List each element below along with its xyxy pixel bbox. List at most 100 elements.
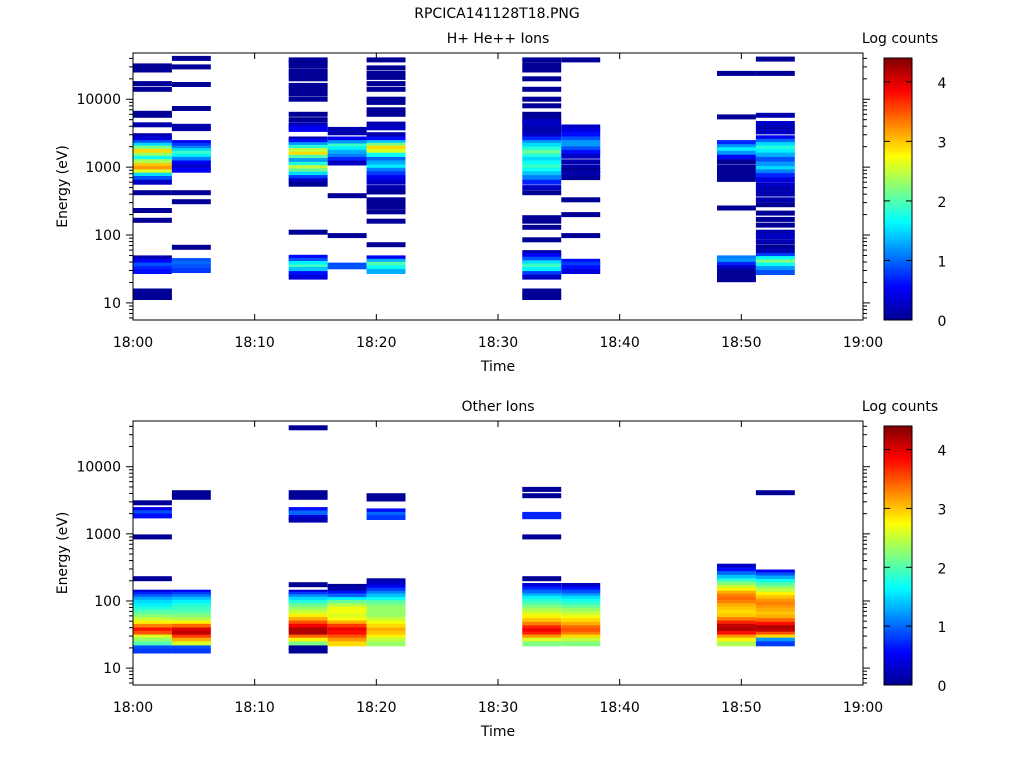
- energy-bin: [366, 136, 406, 142]
- energy-bin: [171, 258, 211, 264]
- energy-bin: [133, 623, 172, 629]
- energy-bin: [755, 608, 795, 614]
- energy-bin: [366, 617, 406, 622]
- energy-bin: [133, 597, 172, 603]
- energy-bin: [561, 601, 601, 607]
- energy-bin: [755, 266, 795, 272]
- energy-bin: [561, 212, 601, 218]
- energy-bin: [327, 233, 367, 239]
- energy-bin: [288, 645, 328, 651]
- energy-bin: [288, 271, 328, 277]
- energy-bin: [522, 153, 562, 159]
- energy-bin: [171, 637, 211, 643]
- energy-bin: [522, 149, 562, 155]
- energy-bin: [327, 586, 367, 592]
- energy-bin: [366, 593, 406, 599]
- energy-bin: [133, 617, 172, 622]
- energy-bin: [366, 627, 406, 633]
- energy-bin: [133, 613, 172, 619]
- energy-bin: [171, 617, 211, 622]
- energy-bin: [133, 208, 172, 213]
- energy-bin: [288, 267, 328, 272]
- energy-bin: [522, 637, 562, 643]
- energy-bin: [133, 136, 172, 142]
- energy-bin: [717, 273, 756, 279]
- energy-bin: [171, 160, 211, 166]
- energy-bin: [171, 494, 211, 500]
- energy-bin: [755, 216, 795, 222]
- energy-bin: [366, 634, 406, 640]
- energy-bin: [133, 122, 172, 128]
- energy-bin: [133, 172, 172, 178]
- energy-bin: [366, 261, 406, 267]
- energy-bin: [755, 618, 795, 624]
- energy-bin: [327, 590, 367, 596]
- energy-bin: [366, 597, 406, 603]
- energy-bin: [327, 609, 367, 615]
- energy-bin: [561, 611, 601, 617]
- energy-bin: [288, 264, 328, 270]
- energy-bin: [366, 600, 406, 605]
- colorbar-tick-label: 0: [938, 314, 947, 330]
- energy-bin: [288, 623, 328, 629]
- energy-bin: [522, 111, 562, 117]
- energy-bin: [133, 190, 172, 196]
- energy-bin: [171, 126, 211, 132]
- energy-bin: [327, 617, 367, 622]
- energy-bin: [171, 55, 211, 61]
- energy-bin: [522, 133, 562, 139]
- energy-bin: [133, 266, 172, 272]
- energy-bin: [561, 598, 601, 604]
- energy-bin: [133, 258, 172, 264]
- energy-bin: [288, 600, 328, 605]
- x-tick-label: 18:00: [113, 335, 153, 351]
- energy-bin: [561, 140, 601, 146]
- energy-bin: [561, 132, 601, 138]
- energy-bin: [561, 171, 601, 177]
- energy-bin: [171, 609, 211, 615]
- energy-bin: [366, 121, 406, 127]
- energy-bin: [133, 627, 172, 633]
- energy-bin: [133, 112, 172, 118]
- energy-bin: [366, 167, 406, 173]
- energy-bin: [522, 190, 562, 196]
- energy-bin: [171, 630, 211, 636]
- energy-bin: [717, 164, 756, 170]
- energy-bin: [327, 606, 367, 612]
- energy-bin: [288, 148, 328, 154]
- energy-bin: [133, 594, 172, 600]
- energy-bin: [288, 597, 328, 603]
- x-tick-label: 18:20: [356, 700, 396, 716]
- energy-bin: [133, 255, 172, 261]
- energy-bin: [522, 641, 562, 647]
- energy-bin: [133, 637, 172, 643]
- energy-bin: [717, 574, 756, 580]
- colorbar: [883, 425, 913, 686]
- x-tick-label: 18:40: [599, 700, 639, 716]
- energy-bin: [755, 129, 795, 135]
- energy-bin: [522, 586, 562, 592]
- energy-bin: [288, 161, 328, 167]
- energy-bin: [522, 136, 562, 142]
- energy-bin: [288, 142, 328, 148]
- energy-bin: [171, 645, 211, 651]
- energy-bin: [288, 627, 328, 633]
- energy-bin: [366, 242, 406, 248]
- energy-bin: [561, 197, 601, 203]
- energy-bin: [522, 67, 562, 73]
- energy-bin: [561, 261, 601, 267]
- energy-bin: [366, 613, 406, 619]
- y-tick-label: 1000: [85, 527, 121, 543]
- energy-bin: [561, 608, 601, 614]
- energy-bin: [717, 159, 756, 165]
- energy-bin: [366, 164, 406, 170]
- energy-bin: [561, 628, 601, 634]
- energy-bin: [717, 173, 756, 179]
- energy-bin: [288, 86, 328, 92]
- energy-bin: [717, 584, 756, 590]
- energy-bin: [133, 634, 172, 640]
- energy-bin: [366, 197, 406, 203]
- energy-bin: [327, 627, 367, 633]
- energy-bin: [327, 149, 367, 155]
- energy-bin: [288, 158, 328, 164]
